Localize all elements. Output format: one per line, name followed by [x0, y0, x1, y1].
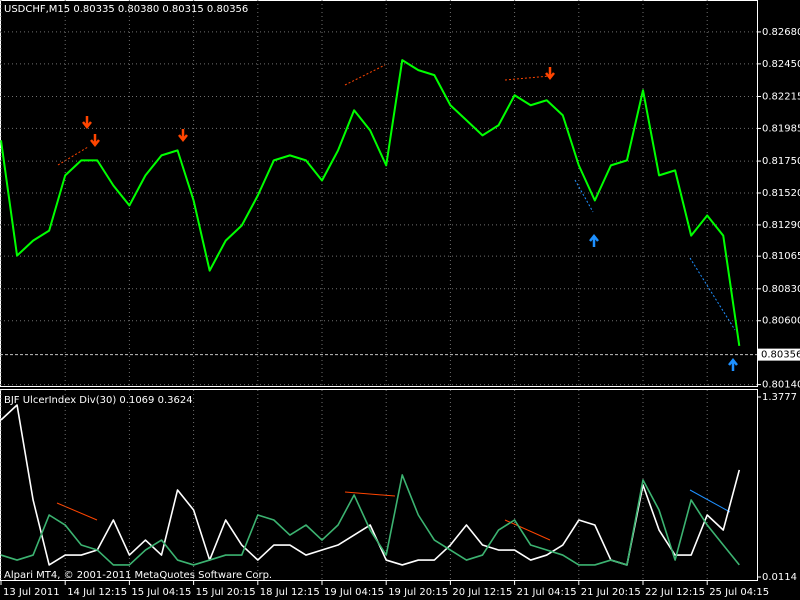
y-tick-label: 0.82450: [762, 59, 800, 70]
down-arrow: [90, 134, 100, 148]
y-tick-label: 0.82215: [762, 92, 800, 103]
x-tick-label: 15 Jul 20:15: [196, 587, 256, 598]
price-line: [0, 59, 741, 347]
down-arrow: [545, 67, 555, 81]
x-tick-label: 21 Jul 20:15: [581, 587, 641, 598]
x-tick-label: 18 Jul 12:15: [260, 587, 320, 598]
y-tick-label: 1.3777: [762, 392, 797, 403]
signal-arrows: [82, 67, 738, 371]
x-tick-label: 19 Jul 20:15: [388, 587, 448, 598]
x-tick-label: 15 Jul 04:15: [131, 587, 191, 598]
divergence-line: [56, 502, 98, 521]
indicator-panel: [0, 389, 758, 581]
chart-title: USDCHF,M15 0.80335 0.80380 0.80315 0.803…: [4, 4, 248, 15]
x-tick-label: 19 Jul 04:15: [324, 587, 384, 598]
x-tick-label: 21 Jul 04:15: [517, 587, 577, 598]
y-tick-label: 0.81065: [762, 251, 800, 262]
y-tick-label: 0.81985: [762, 123, 800, 134]
indicator-title: BJF UlcerIndex Div(30) 0.1069 0.3624: [4, 395, 193, 406]
divergence-line: [344, 491, 396, 497]
divergence-line: [57, 146, 89, 166]
current-price-box: [758, 348, 800, 361]
y-tick-label: 0.81520: [762, 188, 800, 199]
up-arrow: [589, 233, 599, 247]
y-tick-label: 0.80140: [762, 380, 800, 391]
y-tick-label: 0.0114: [762, 572, 797, 583]
y-tick-label: 0.80600: [762, 316, 800, 327]
y-tick-label: 0.82680: [762, 27, 800, 38]
up-arrow: [728, 357, 738, 371]
y-tick-label: 0.81290: [762, 220, 800, 231]
current-price-label: 0.80356: [761, 350, 800, 361]
x-tick-label: 13 Jul 2011: [3, 587, 60, 598]
divergence-line: [344, 64, 386, 86]
down-arrow: [178, 129, 188, 143]
x-tick-label: 14 Jul 12:15: [67, 587, 127, 598]
y-tick-label: 0.80830: [762, 284, 800, 295]
x-tick-label: 25 Jul 04:15: [709, 587, 769, 598]
x-tick-label: 20 Jul 12:15: [452, 587, 512, 598]
copyright: Alpari MT4, © 2001-2011 MetaQuotes Softw…: [4, 570, 272, 581]
y-tick-label: 0.81750: [762, 156, 800, 167]
price-line: [0, 474, 740, 566]
divergence-line: [689, 489, 731, 513]
x-tick-label: 22 Jul 12:15: [645, 587, 705, 598]
down-arrow: [82, 116, 92, 130]
divergence-line: [504, 519, 551, 541]
divergence-lines: [56, 64, 736, 541]
divergence-line: [504, 75, 551, 81]
